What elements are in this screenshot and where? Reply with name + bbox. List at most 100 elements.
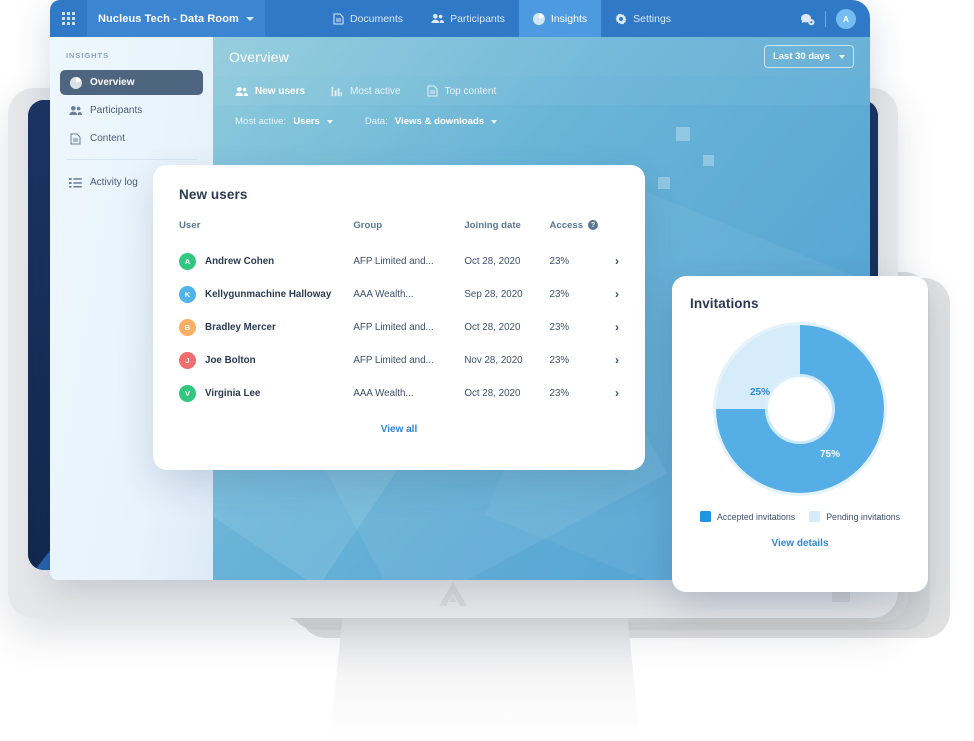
column-header-access[interactable]: Access? (550, 220, 600, 245)
data-room-selector[interactable]: Nucleus Tech - Data Room (87, 0, 265, 37)
column-header-group[interactable]: Group (353, 220, 383, 231)
sidebar-item-label: Content (90, 133, 126, 144)
app-grid-button[interactable] (50, 0, 87, 37)
decoration-square-2 (703, 155, 714, 166)
most-active-filter-value[interactable]: Users (293, 116, 320, 127)
main-nav-tabs: Documents Participants (319, 0, 685, 37)
table-row[interactable]: V Virginia Lee AAA Wealth... Oct 28, 202… (179, 377, 619, 410)
app-grid-icon (62, 12, 75, 25)
joining-date: Sep 28, 2020 (464, 289, 523, 300)
legend-swatch (699, 511, 711, 522)
card-title: New users (179, 187, 248, 202)
nav-tab-label: Participants (450, 12, 505, 25)
decoration-square-1 (676, 127, 690, 141)
tab-label: Most active (350, 85, 401, 97)
data-filter-label: Data: (364, 116, 388, 127)
view-all-link[interactable]: View all (380, 424, 418, 435)
list-icon (69, 176, 82, 189)
chevron-right-icon[interactable]: › (615, 287, 619, 301)
sidebar-item-overview[interactable]: Overview (60, 70, 203, 95)
table-row[interactable]: A Andrew Cohen AFP Limited and... Oct 28… (179, 245, 619, 278)
gear-icon (615, 13, 627, 24)
access-percent: 23% (549, 322, 570, 333)
avatar: A (179, 253, 196, 270)
table-row[interactable]: B Bradley Mercer AFP Limited and... Oct … (179, 311, 619, 344)
tab-label: Top content (444, 85, 497, 97)
question-mark-icon[interactable]: ? (588, 220, 599, 231)
data-filter-value[interactable]: Views & downloads (394, 116, 485, 127)
user-group: AAA Wealth... (353, 289, 414, 300)
top-bar-actions: A (800, 8, 870, 29)
table-row[interactable]: J Joe Bolton AFP Limited and... Nov 28, … (179, 344, 619, 377)
user-group: AAA Wealth... (353, 388, 414, 399)
nav-tab-label: Insights (550, 12, 588, 25)
content-header: Overview Last 30 days (213, 37, 870, 76)
tab-most-active[interactable]: Most active (331, 86, 401, 97)
avatar-initial: B (184, 323, 191, 332)
sidebar-section-label: INSIGHTS (66, 51, 110, 60)
nav-tab-participants[interactable]: Participants (417, 0, 519, 37)
sidebar-item-activity-log[interactable]: Activity log (60, 170, 203, 195)
card-title: Invitations (690, 296, 759, 311)
joining-date: Oct 28, 2020 (464, 256, 521, 267)
access-percent: 23% (549, 388, 570, 399)
slice-label-pending: 25% (750, 387, 771, 398)
nav-tab-settings[interactable]: Settings (601, 0, 685, 37)
joining-date: Oct 28, 2020 (464, 388, 521, 399)
most-active-filter-label: Most active: (235, 116, 287, 127)
user-group: AFP Limited and... (353, 355, 434, 366)
table-row[interactable]: K Kellygunmachine Halloway AAA Wealth...… (179, 278, 619, 311)
column-header-access-label: Access (549, 220, 584, 231)
avatar: V (179, 385, 196, 402)
chevron-down-icon[interactable] (326, 119, 333, 124)
pie-chart-icon (532, 12, 545, 25)
user-name: Kellygunmachine Halloway (205, 289, 332, 300)
sidebar-item-participants[interactable]: Participants (60, 98, 203, 123)
avatar: K (179, 286, 196, 303)
date-range-selector[interactable]: Last 30 days (763, 45, 854, 68)
support-gear-icon[interactable] (800, 12, 815, 26)
chevron-right-icon[interactable]: › (615, 353, 619, 367)
access-percent: 23% (549, 256, 570, 267)
user-name: Andrew Cohen (205, 256, 275, 267)
column-header-user[interactable]: User (179, 220, 201, 231)
sidebar-divider (66, 159, 197, 160)
legend-item-pending[interactable]: Pending invitations (809, 511, 900, 522)
table-header-row: User Group Joining date Access? (179, 220, 619, 245)
invitations-donut-chart[interactable]: 25% 75% (716, 325, 884, 493)
tab-top-content[interactable]: Top content (427, 85, 497, 97)
new-users-card: New users User Group Joining date Access… (153, 165, 645, 470)
avatar-initial: A (184, 257, 191, 266)
slice-label-accepted: 75% (820, 449, 841, 460)
invitations-card: Invitations 25% 75% Accepted invitations… (672, 276, 928, 592)
insight-sub-tabs: New users Most active (213, 76, 870, 105)
filter-row: Most active: Users Data: Views & downloa… (213, 105, 870, 127)
tab-new-users[interactable]: New users (235, 86, 305, 97)
user-name: Bradley Mercer (205, 322, 276, 333)
user-name: Virginia Lee (205, 388, 261, 399)
page-title: Overview (229, 48, 289, 65)
legend-item-accepted[interactable]: Accepted invitations (699, 511, 795, 522)
chevron-right-icon[interactable]: › (615, 320, 619, 334)
chevron-right-icon[interactable]: › (615, 386, 619, 400)
legend-swatch (809, 511, 821, 522)
date-range-value: Last 30 days (772, 51, 830, 62)
nav-tab-documents[interactable]: Documents (319, 0, 417, 37)
access-percent: 23% (549, 289, 570, 300)
view-details-link[interactable]: View details (771, 538, 829, 549)
bar-chart-icon (331, 86, 343, 96)
chevron-right-icon[interactable]: › (615, 254, 619, 268)
nav-tab-insights[interactable]: Insights (518, 0, 602, 37)
avatar-initial: A (842, 13, 850, 24)
sidebar-item-content[interactable]: Content (60, 126, 203, 151)
user-group: AFP Limited and... (353, 256, 434, 267)
avatar[interactable]: A (836, 8, 856, 29)
chevron-down-icon[interactable] (491, 119, 498, 124)
donut-center-hole (768, 377, 832, 441)
chevron-down-icon (245, 16, 254, 21)
nav-tab-label: Documents (349, 12, 404, 25)
nav-tab-label: Settings (633, 12, 672, 25)
column-header-joining-date[interactable]: Joining date (464, 220, 521, 231)
data-room-name: Nucleus Tech - Data Room (98, 12, 239, 25)
